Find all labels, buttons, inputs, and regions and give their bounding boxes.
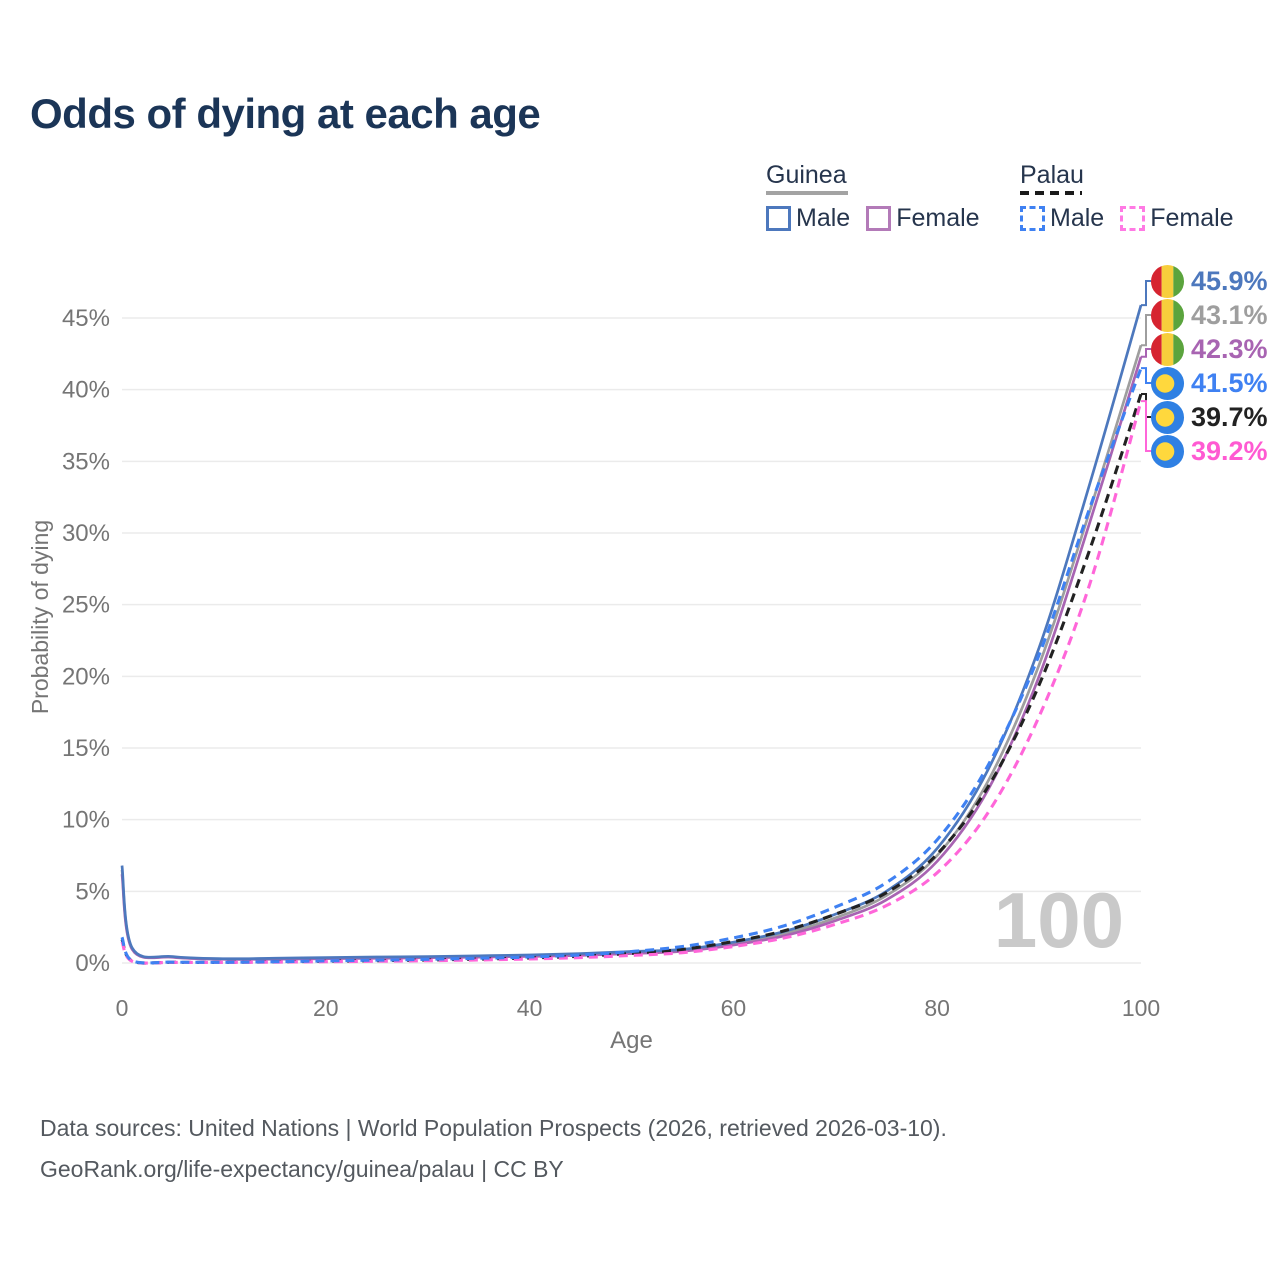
endpoint-connector-guinea-male: [1141, 280, 1151, 307]
y-tick-label: 0%: [75, 950, 110, 977]
guinea-flag-icon: [1150, 264, 1185, 299]
legend-item-label: Male: [1050, 204, 1105, 232]
series-line-guinea-male: [120, 304, 1143, 961]
endpoint-connector-guinea-both-sexes: [1141, 314, 1151, 347]
guinea-flag-icon: [1150, 332, 1185, 367]
x-axis-title: Age: [610, 1027, 653, 1054]
legend-group-guinea-title: Guinea: [766, 161, 847, 189]
endpoint-value: 43.1%: [1191, 299, 1268, 330]
x-tick-label: 60: [721, 995, 747, 1021]
y-tick-label: 45%: [62, 305, 110, 332]
legend-item-guinea-female[interactable]: Female: [866, 204, 980, 233]
palau-male-swatch: [1020, 206, 1045, 231]
palau-flag-icon: [1150, 434, 1185, 469]
legend-group-palau-title: Palau: [1020, 161, 1084, 189]
palau-dashed-line-swatch: [1020, 191, 1082, 195]
endpoint-label-guinea-female: 42.3%: [1150, 332, 1268, 366]
x-tick-label: 20: [313, 995, 339, 1021]
y-tick-label: 30%: [62, 520, 110, 547]
endpoint-value: 42.3%: [1191, 333, 1268, 364]
endpoint-label-palau-female: 39.2%: [1150, 434, 1268, 468]
guinea-flag-icon: [1150, 298, 1185, 333]
legend-item-palau-male[interactable]: Male: [1020, 204, 1104, 233]
series-line-guinea-both-sexes: [120, 344, 1143, 961]
legend-item-label: Female: [1150, 204, 1234, 232]
palau-female-swatch: [1120, 206, 1146, 231]
endpoint-connector-guinea-female: [1141, 348, 1151, 358]
palau-flag-icon: [1150, 366, 1185, 401]
palau-flag-icon: [1150, 400, 1185, 435]
endpoint-label-guinea-both: 43.1%: [1150, 298, 1268, 332]
x-tick-label: 0: [116, 995, 129, 1021]
series-line-palau-female: [120, 400, 1143, 965]
guinea-male-swatch: [766, 206, 791, 231]
y-tick-label: 10%: [62, 807, 110, 834]
legend-group-guinea: Guinea Male Female: [766, 162, 980, 233]
series-line-guinea-female: [120, 356, 1143, 961]
endpoint-value: 39.2%: [1191, 435, 1268, 466]
x-tick-label: 100: [1122, 995, 1160, 1021]
footer-data-sources: Data sources: United Nations | World Pop…: [40, 1115, 947, 1141]
y-tick-label: 5%: [75, 878, 110, 905]
y-axis-title: Probability of dying: [27, 520, 53, 714]
legend-item-label: Female: [896, 204, 980, 232]
endpoint-connector-palau-female: [1141, 400, 1151, 452]
footer: Data sources: United Nations | World Pop…: [40, 1108, 947, 1190]
endpoint-label-palau-both: 39.7%: [1150, 400, 1268, 434]
endpoint-value: 45.9%: [1191, 265, 1268, 296]
legend-item-guinea-male[interactable]: Male: [766, 204, 850, 233]
endpoint-label-guinea-male: 45.9%: [1150, 264, 1268, 298]
legend-item-label: Male: [796, 204, 851, 232]
y-tick-label: 15%: [62, 735, 110, 762]
series-line-palau-male: [120, 367, 1143, 965]
y-tick-label: 20%: [62, 663, 110, 690]
endpoint-value: 41.5%: [1191, 367, 1268, 398]
endpoint-connector-palau-male: [1141, 367, 1151, 384]
y-tick-label: 40%: [62, 377, 110, 404]
y-tick-label: 25%: [62, 592, 110, 619]
endpoint-value: 39.7%: [1191, 401, 1268, 432]
footer-attribution: GeoRank.org/life-expectancy/guinea/palau…: [40, 1156, 564, 1182]
x-tick-label: 80: [924, 995, 950, 1021]
guinea-solid-line-swatch: [766, 191, 848, 195]
x-tick-label: 40: [517, 995, 543, 1021]
endpoint-label-palau-male: 41.5%: [1150, 366, 1268, 400]
guinea-female-swatch: [866, 206, 892, 231]
y-tick-label: 35%: [62, 448, 110, 475]
age-watermark: 100: [994, 876, 1124, 964]
legend-item-palau-female[interactable]: Female: [1120, 204, 1234, 233]
legend-group-palau: Palau Male Female: [1020, 162, 1234, 233]
line-chart: 0% 5% 10% 15% 20% 25% 30% 35% 40% 45% 0 20 40 60 80 100…: [27, 280, 1160, 1054]
series-line-palau-both-sexes: [120, 393, 1143, 965]
page-title: Odds of dying at each age: [30, 90, 541, 137]
endpoint-labels: 45.9% 43.1% 42.3% 41.5% 39.7%: [1150, 264, 1268, 468]
